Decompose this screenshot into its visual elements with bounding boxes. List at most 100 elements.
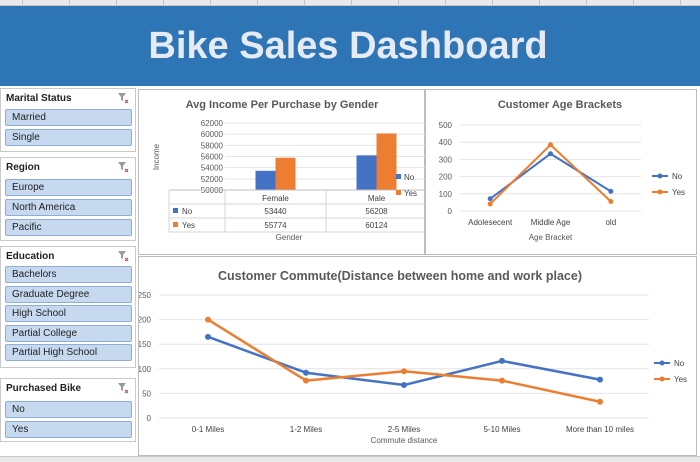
slicer-marital-status: Marital Status Married Single: [0, 88, 136, 152]
x-tick-label: Male: [368, 194, 386, 203]
y-tick-label: 54000: [201, 164, 224, 173]
slicer-education: Education Bachelors Graduate Degree High…: [0, 246, 136, 368]
data-point: [401, 382, 407, 389]
legend-key: [396, 174, 401, 179]
legend-key: [396, 190, 401, 195]
data-point: [205, 316, 211, 323]
slicer-item-pacific[interactable]: Pacific: [5, 219, 132, 236]
bar-yes: [376, 133, 397, 190]
slicer-region: Region Europe North America Pacific: [0, 157, 136, 241]
column-divider: [398, 0, 399, 6]
chart-title: Avg Income Per Purchase by Gender: [186, 99, 379, 111]
slicer-item-partial-college[interactable]: Partial College: [5, 325, 132, 342]
x-tick-label: 1-2 Miles: [290, 425, 322, 434]
clear-filter-icon[interactable]: [117, 161, 129, 173]
y-tick-label: 250: [139, 291, 152, 300]
x-axis-label: Commute distance: [371, 436, 438, 445]
slicer-title: Marital Status: [6, 93, 72, 104]
bar-yes: [275, 157, 296, 190]
data-point: [548, 142, 553, 148]
x-tick-label: Adolesecent: [468, 218, 513, 227]
income-chart-svg: Avg Income Per Purchase by Gender5000052…: [152, 99, 428, 242]
chart-commute[interactable]: Customer Commute(Distance between home a…: [138, 256, 697, 456]
slicer-item-high-school[interactable]: High School: [5, 305, 132, 322]
clear-filter-icon[interactable]: [117, 250, 129, 262]
slicer-item-graduate-degree[interactable]: Graduate Degree: [5, 286, 132, 303]
column-divider: [22, 0, 23, 6]
column-divider: [586, 0, 587, 6]
legend-label: No: [674, 359, 685, 368]
legend-marker: [659, 360, 665, 366]
title-banner: [0, 6, 700, 86]
legend-label: No: [672, 172, 683, 181]
y-axis-label: Income: [152, 143, 161, 170]
column-divider: [539, 0, 540, 6]
slicer-title: Purchased Bike: [6, 383, 82, 394]
y-tick-label: 62000: [201, 119, 224, 128]
legend-label: Yes: [404, 189, 417, 198]
y-tick-label: 58000: [201, 141, 224, 150]
chart-income-by-gender[interactable]: Avg Income Per Purchase by Gender 50000 52…: [138, 89, 428, 255]
x-tick-label: 0-1 Miles: [192, 425, 224, 434]
table-legend-key: [173, 222, 178, 227]
series-line-yes: [207, 318, 601, 403]
x-axis-label: Gender: [276, 233, 303, 242]
column-divider: [304, 0, 305, 6]
y-tick-label: 200: [439, 173, 453, 182]
y-tick-label: 100: [439, 190, 453, 199]
data-point: [499, 357, 505, 364]
clear-filter-icon[interactable]: [117, 382, 129, 394]
data-label: 56208: [365, 207, 388, 216]
data-point: [597, 398, 603, 405]
y-tick-label: 60000: [201, 130, 224, 139]
slicer-item-married[interactable]: Married: [5, 109, 132, 126]
slicer-item-partial-high-school[interactable]: Partial High School: [5, 344, 132, 361]
data-label: 60124: [365, 221, 388, 230]
data-point: [608, 199, 614, 205]
data-point: [303, 377, 309, 384]
slicer-item-north-america[interactable]: North America: [5, 199, 132, 216]
x-axis-label: Age Bracket: [529, 233, 573, 242]
legend-marker: [659, 376, 665, 382]
slicer-purchased-bike: Purchased Bike No Yes: [0, 378, 136, 442]
dashboard-title: Bike Sales Dashboard: [148, 25, 548, 67]
slicer-item-single[interactable]: Single: [5, 129, 132, 146]
slicer-title: Education: [6, 251, 55, 262]
slicer-item-no[interactable]: No: [5, 401, 132, 418]
x-tick-label: Middle Age: [531, 218, 571, 227]
sheet-tabs-strip: [0, 456, 700, 462]
clear-filter-icon[interactable]: [117, 92, 129, 104]
commute-chart-svg: Customer Commute(Distance between home a…: [138, 269, 687, 445]
y-tick-label: 500: [439, 121, 453, 130]
column-divider: [680, 0, 681, 6]
data-label: 55774: [264, 221, 287, 230]
y-tick-label: 100: [139, 365, 152, 374]
data-point: [487, 201, 493, 207]
slicer-item-yes[interactable]: Yes: [5, 421, 132, 438]
chart-age-brackets[interactable]: Customer Age Brackets 0 100 200 300 400 500 Ado…: [425, 89, 697, 255]
chart-title: Customer Age Brackets: [498, 99, 622, 111]
slicer-item-bachelors[interactable]: Bachelors: [5, 266, 132, 283]
y-tick-label: 300: [439, 155, 453, 164]
slicer-title: Region: [6, 162, 40, 173]
legend-label: No: [404, 173, 415, 182]
legend-marker: [657, 173, 663, 179]
legend-marker: [657, 189, 663, 195]
slicer-item-europe[interactable]: Europe: [5, 179, 132, 196]
legend-label: Yes: [674, 375, 687, 384]
y-tick-label: 200: [139, 316, 152, 325]
column-divider: [351, 0, 352, 6]
x-tick-label: Female: [262, 194, 289, 203]
data-point: [499, 377, 505, 384]
column-header-strip: [0, 0, 700, 6]
column-divider: [257, 0, 258, 6]
age-chart-svg: Customer Age Brackets 0 100 200 300 400 500 Ado…: [439, 99, 685, 242]
column-divider: [492, 0, 493, 6]
y-tick-label: 56000: [201, 153, 224, 162]
column-divider: [633, 0, 634, 6]
x-tick-label: More than 10 miles: [566, 425, 634, 434]
y-tick-label: 50: [142, 389, 151, 398]
data-point: [597, 376, 603, 383]
column-divider: [445, 0, 446, 6]
